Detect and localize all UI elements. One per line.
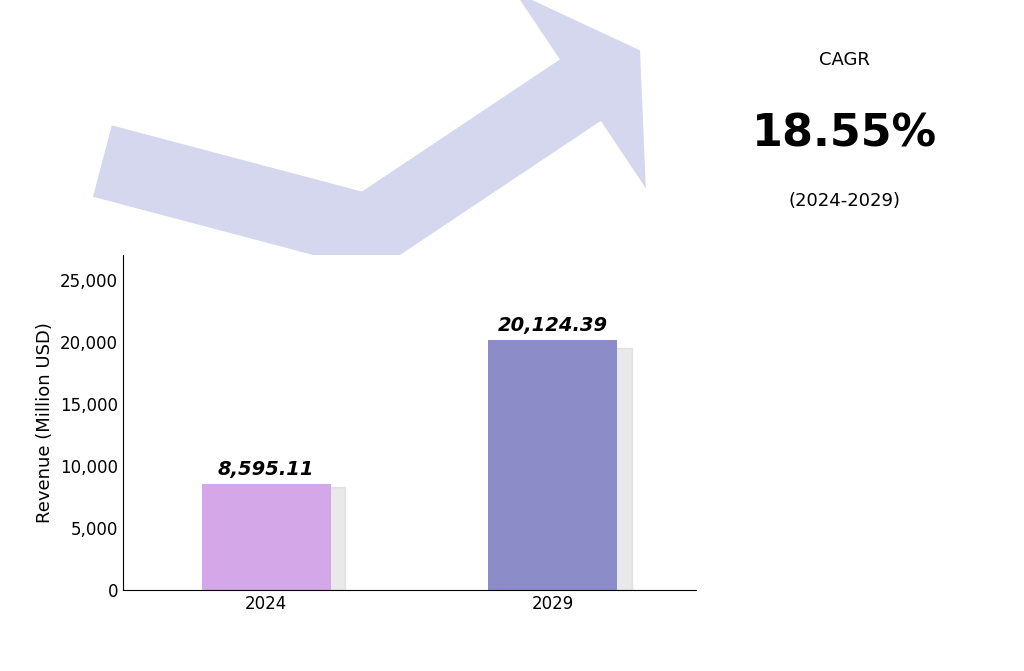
- Text: CAGR: CAGR: [819, 52, 870, 69]
- Bar: [488, 340, 617, 590]
- Text: 8,595.11: 8,595.11: [218, 460, 314, 478]
- Text: 18.55%: 18.55%: [753, 113, 937, 156]
- Bar: [503, 348, 632, 590]
- Bar: [202, 484, 331, 590]
- Text: (2024-2029): (2024-2029): [788, 193, 901, 210]
- Bar: [216, 487, 345, 590]
- Text: 20,124.39: 20,124.39: [498, 317, 608, 336]
- Y-axis label: Revenue (Million USD): Revenue (Million USD): [37, 322, 54, 523]
